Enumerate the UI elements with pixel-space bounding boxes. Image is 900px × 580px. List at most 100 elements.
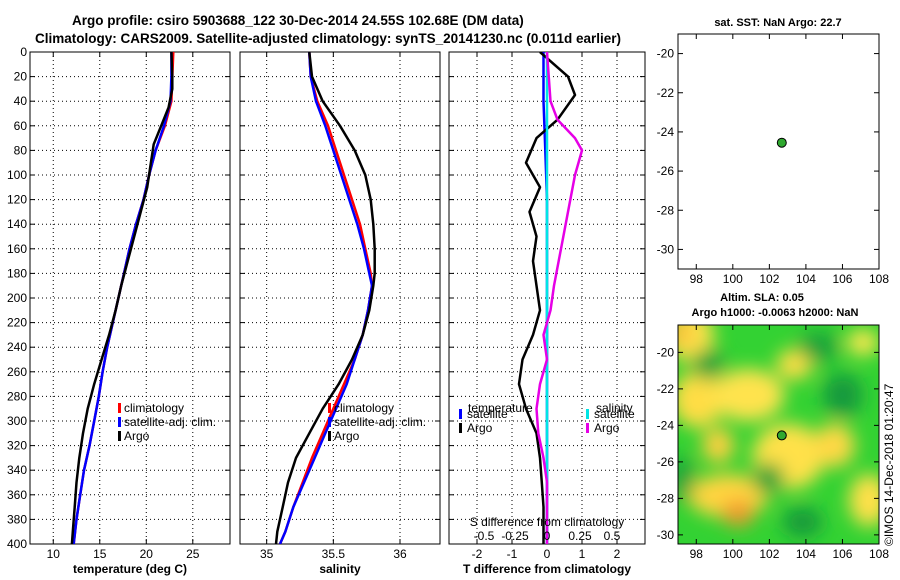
x-tick-label: -1 — [507, 547, 518, 561]
s-tick-label: 0.25 — [568, 529, 592, 543]
legend-label: Argo — [594, 421, 620, 435]
legend-swatch — [118, 403, 121, 413]
s-tick-label: -0.25 — [501, 529, 529, 543]
legend-label: satellite-adj. clim. — [124, 415, 216, 429]
y-tick-label: 120 — [7, 193, 27, 207]
y-tick-label: 300 — [7, 414, 27, 428]
x-tick-label: 98 — [690, 547, 704, 561]
x-tick-label: -2 — [472, 547, 483, 561]
y-tick-label: -30 — [657, 528, 675, 542]
heatmap-blob — [798, 331, 839, 363]
heatmap-blob — [846, 329, 879, 356]
legend-swatch — [586, 423, 589, 433]
y-tick-label: 340 — [7, 463, 27, 477]
legend-swatch — [118, 431, 121, 441]
y-tick-label: -26 — [657, 455, 675, 469]
heatmap-blob — [678, 370, 725, 428]
title-line-1: Argo profile: csiro 5903688_122 30-Dec-2… — [72, 13, 524, 28]
series-line-argo — [274, 52, 376, 544]
x-tick-label: 106 — [832, 547, 852, 561]
x-tick-label: 10 — [47, 547, 61, 561]
y-tick-label: -24 — [657, 125, 675, 139]
y-tick-label: 380 — [7, 512, 27, 526]
temperature-panel: 10 15 20 25 0 20 40 60 80 100 120 140 160 180 200 220 24… — [7, 45, 231, 576]
y-tick-label: 320 — [7, 439, 27, 453]
y-tick-label: 160 — [7, 242, 27, 256]
legend-label: climatology — [124, 401, 184, 415]
x-tick-label: 2 — [614, 547, 621, 561]
argo-position-marker — [776, 137, 787, 148]
x-tick-label: 25 — [186, 547, 200, 561]
legend-title-salinity: salinity — [596, 401, 633, 415]
title-line-2: Climatology: CARS2009. Satellite-adjuste… — [35, 31, 621, 46]
y-tick-label: 400 — [7, 537, 27, 551]
heatmap-blob — [752, 462, 785, 494]
heatmap-blob — [822, 373, 863, 417]
legend-swatch — [118, 417, 121, 427]
legend-swatch — [459, 409, 462, 419]
y-tick-label: 240 — [7, 340, 27, 354]
legend-label: climatology — [334, 401, 394, 415]
altimetry-map-panel: 98 100 102 104 106 108 -20 -22 -24 -26 -28 -30 Altim… — [657, 292, 890, 561]
x-tick-label: 108 — [869, 272, 889, 286]
s-tick-label: 0.5 — [604, 529, 621, 543]
legend-swatch — [459, 423, 462, 433]
series-group — [274, 52, 376, 544]
series-line-temperature-argo — [517, 52, 577, 544]
heatmap-blob — [848, 473, 879, 527]
y-tick-label: 100 — [7, 168, 27, 182]
y-tick-label: -28 — [657, 203, 675, 217]
x-tick-label: 98 — [690, 272, 704, 286]
legend-swatch — [328, 431, 331, 441]
x-tick-label: 108 — [869, 547, 889, 561]
x-tick-label: 35.5 — [322, 547, 346, 561]
y-tick-label: -28 — [657, 491, 675, 505]
salinity-panel: 35 35.5 36 salinity climatologysatellite-adj… — [239, 51, 441, 576]
heatmap-blob — [814, 423, 855, 468]
heatmap-field — [678, 325, 879, 544]
y-tick-label: -22 — [657, 86, 675, 100]
y-tick-label: 20 — [14, 70, 28, 84]
y-tick-label: 220 — [7, 316, 27, 330]
x-tick-label: 15 — [93, 547, 107, 561]
x-tick-label: 36 — [393, 547, 407, 561]
imos-watermark: ©IMOS 14-Dec-2018 01:20:47 — [882, 383, 896, 546]
x-tick-label: 1 — [579, 547, 586, 561]
legend-swatch — [328, 417, 331, 427]
y-tick-label: 200 — [7, 291, 27, 305]
x-tick-label: 35 — [260, 547, 274, 561]
difference-panel: -2 -1 0 1 2T difference from climatology S di… — [448, 51, 646, 576]
x-tick-label: 0 — [544, 547, 551, 561]
y-tick-label: 140 — [7, 217, 27, 231]
y-tick-label: 60 — [14, 119, 28, 133]
y-tick-label: -24 — [657, 418, 675, 432]
x-tick-label: 104 — [796, 547, 816, 561]
x-tick-label: 106 — [832, 272, 852, 286]
x-axis-label: temperature (deg C) — [73, 562, 187, 576]
y-tick-label: -26 — [657, 164, 675, 178]
altimetry-title-line-1: Altim. SLA: 0.05 — [720, 292, 804, 304]
heatmap-blob — [692, 349, 725, 380]
x-axis-label: salinity — [319, 562, 361, 576]
series-group — [517, 52, 584, 544]
x-tick-label: 100 — [723, 547, 743, 561]
y-tick-label: 280 — [7, 389, 27, 403]
series-line-argo — [70, 52, 174, 544]
legend-label: satellite-adj. clim. — [334, 415, 426, 429]
x-tick-label: 102 — [759, 547, 779, 561]
s-tick-label: -0.5 — [474, 529, 495, 543]
series-line-satellite-adj-clim- — [278, 52, 374, 544]
x-tick-label: 104 — [796, 272, 816, 286]
legend-title-temperature: temperature — [468, 401, 533, 415]
heatmap-blob — [678, 325, 693, 347]
sst-map-panel: 98 100 102 104 106 108 -20 -22 -24 -26 -28 -30 sat. … — [657, 17, 890, 286]
legend-swatch — [586, 409, 589, 419]
series-group — [70, 52, 175, 544]
x-tick-label: 100 — [723, 272, 743, 286]
y-tick-label: -20 — [657, 345, 675, 359]
heatmap-blob — [702, 427, 735, 463]
x-axis-label: T difference from climatology — [463, 562, 631, 576]
y-tick-label: 180 — [7, 266, 27, 280]
y-tick-label: -20 — [657, 47, 675, 61]
